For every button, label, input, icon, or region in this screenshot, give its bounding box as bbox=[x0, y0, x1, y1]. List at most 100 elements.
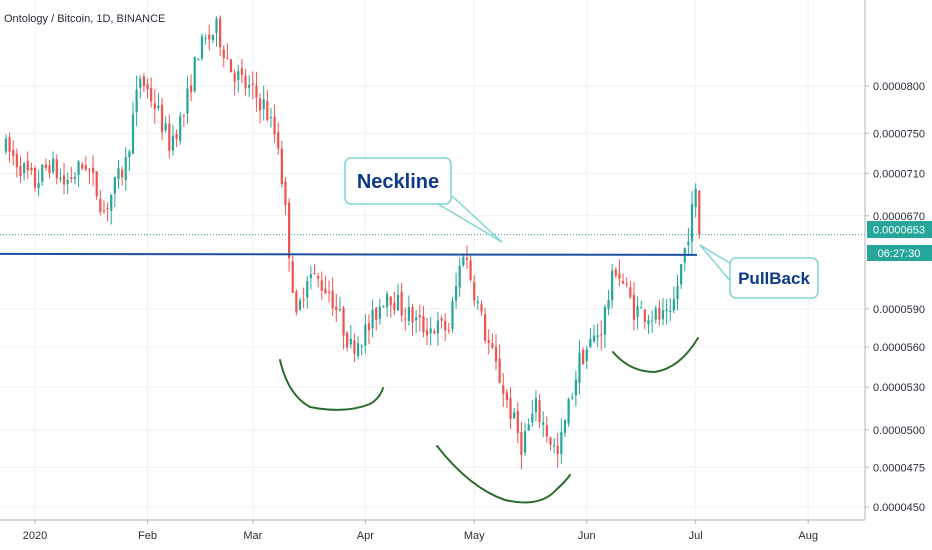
candle-body bbox=[160, 104, 164, 132]
candle-body bbox=[487, 340, 490, 344]
candle-body bbox=[498, 358, 501, 383]
candle-body bbox=[302, 299, 305, 301]
candle-body bbox=[552, 445, 556, 447]
candle-body bbox=[549, 437, 552, 445]
left-shoulder-curve bbox=[279, 359, 384, 411]
pullback-callout-box bbox=[729, 257, 819, 299]
candle-body bbox=[113, 176, 116, 194]
candle-body bbox=[62, 175, 66, 185]
candle-body bbox=[418, 315, 421, 318]
candle-body bbox=[407, 307, 410, 321]
last-price-badge bbox=[867, 221, 932, 238]
price-tick-label: 0.0000590 bbox=[873, 304, 925, 316]
candle-body bbox=[563, 420, 567, 433]
candle-body bbox=[200, 36, 204, 59]
candle-body bbox=[411, 307, 414, 323]
candle-body bbox=[313, 273, 316, 275]
candle-body bbox=[404, 318, 407, 320]
candle-body bbox=[690, 204, 694, 242]
candle-body bbox=[251, 83, 254, 85]
time-tick-label: Aug bbox=[798, 530, 818, 542]
candle-body bbox=[211, 35, 214, 40]
candle-body bbox=[629, 287, 632, 298]
candle-body bbox=[320, 280, 323, 291]
candle-body bbox=[215, 18, 218, 34]
candle-body bbox=[491, 343, 494, 348]
candle-body bbox=[360, 345, 363, 347]
candle-body bbox=[589, 339, 592, 348]
candle-body bbox=[465, 258, 469, 260]
candle-body bbox=[186, 88, 189, 114]
candle-body bbox=[193, 56, 196, 91]
candle-body bbox=[669, 310, 672, 312]
price-axis[interactable]: 0.0000800 0.0000750 0.0000710 0.0000670 0.00… bbox=[865, 81, 925, 514]
candle-body bbox=[197, 59, 200, 61]
candle-body bbox=[81, 164, 84, 169]
candle-body bbox=[269, 116, 273, 118]
candle-body bbox=[505, 392, 508, 401]
candle-body bbox=[429, 328, 432, 334]
time-axis[interactable]: 2020 Feb Mar Apr May Jun Jul Aug bbox=[23, 520, 818, 542]
candle-body bbox=[342, 307, 345, 336]
candle-body bbox=[393, 302, 396, 310]
candle-body bbox=[676, 285, 679, 300]
candle-body bbox=[48, 165, 51, 174]
candle-body bbox=[298, 300, 302, 310]
candle-body bbox=[179, 116, 182, 142]
candle-body bbox=[128, 151, 131, 158]
candle-body bbox=[632, 295, 636, 320]
candle-body bbox=[545, 425, 548, 437]
candle-body bbox=[621, 280, 625, 284]
candle-body bbox=[95, 171, 98, 197]
price-tick-label: 0.0000750 bbox=[873, 128, 925, 140]
candle-body bbox=[262, 99, 265, 110]
candle-body bbox=[55, 159, 58, 179]
candle-body bbox=[168, 123, 171, 151]
candle-body bbox=[84, 165, 87, 170]
candle-body bbox=[378, 306, 381, 320]
candle-body bbox=[91, 167, 95, 173]
candle-body bbox=[636, 306, 639, 318]
candle-body bbox=[317, 276, 320, 279]
candle-body bbox=[440, 318, 443, 321]
candle-body bbox=[258, 98, 262, 111]
candle-body bbox=[473, 282, 476, 301]
candle-body bbox=[643, 309, 646, 322]
candle-body bbox=[208, 34, 211, 40]
time-tick-label: Feb bbox=[138, 530, 157, 542]
time-tick-label: Jun bbox=[578, 530, 596, 542]
candle-body bbox=[331, 290, 334, 309]
candle-body bbox=[291, 261, 294, 293]
candle-body bbox=[600, 334, 603, 336]
candle-body bbox=[226, 57, 229, 59]
candle-body bbox=[70, 177, 73, 180]
candle-body bbox=[280, 148, 283, 184]
candle-body bbox=[585, 349, 588, 362]
candle-body bbox=[611, 270, 614, 301]
candle-body bbox=[582, 349, 585, 365]
price-tick-label: 0.0000670 bbox=[873, 211, 925, 223]
time-tick-label: May bbox=[464, 530, 485, 542]
neckline-callout-text: Neckline bbox=[357, 171, 439, 193]
candle-body bbox=[284, 181, 287, 205]
candle-body bbox=[8, 137, 11, 152]
candle-body bbox=[454, 286, 458, 301]
candle-body bbox=[12, 150, 15, 156]
candle-body bbox=[237, 71, 240, 81]
candle-body bbox=[44, 164, 47, 169]
candle-body bbox=[596, 335, 599, 338]
price-tick-label: 0.0000710 bbox=[873, 168, 925, 180]
candle-body bbox=[531, 413, 534, 423]
candle-body bbox=[607, 300, 610, 310]
candle-body bbox=[121, 169, 124, 178]
candle-body bbox=[153, 103, 156, 109]
candle-body bbox=[484, 313, 487, 341]
candle-body bbox=[222, 49, 225, 58]
candle-body bbox=[389, 296, 392, 306]
candle-body bbox=[157, 105, 160, 109]
chart-title: Ontology / Bitcoin, 1D, BINANCE bbox=[4, 13, 165, 25]
candle-body bbox=[41, 164, 44, 182]
candle-body bbox=[654, 308, 657, 320]
candle-body bbox=[476, 301, 479, 304]
candle-body bbox=[66, 179, 69, 184]
